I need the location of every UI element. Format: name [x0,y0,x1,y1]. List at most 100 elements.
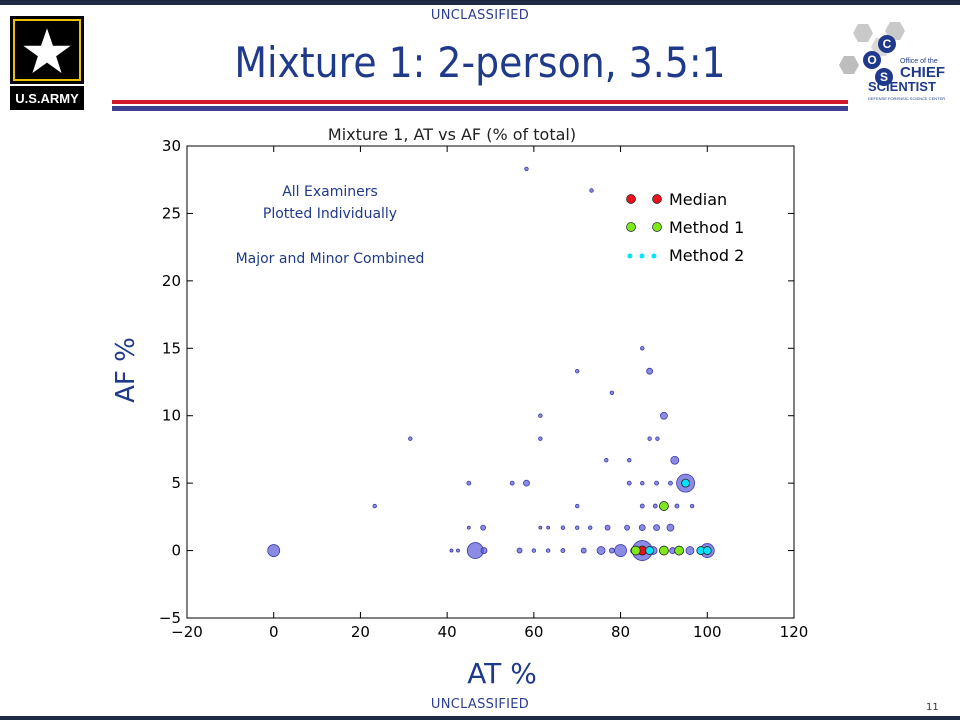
data-point [408,436,413,441]
data-point [626,480,632,486]
method-2-point [681,478,691,488]
svg-text:DEFENSE FORENSIC SCIENCE CENTE: DEFENSE FORENSIC SCIENCE CENTER [868,96,945,101]
legend-label: Median [669,190,727,209]
x-tick-label: 120 [780,623,809,641]
scatter-chart: Mixture 1, AT vs AF (% of total) −20 0 20 4… [111,125,809,690]
data-point [531,548,537,553]
data-point [580,547,587,554]
data-point [267,544,281,557]
data-point [538,413,543,418]
method-1-point [659,501,669,511]
data-point [624,524,630,531]
data-point [596,546,606,555]
data-point [609,390,615,395]
data-point [689,503,695,509]
data-point [638,524,646,532]
data-point [652,503,658,509]
data-point [604,458,609,463]
data-point [668,480,673,486]
data-point [639,503,645,509]
data-point [640,346,645,351]
legend-marker [639,253,645,259]
army-logo-text: U.S.ARMY [15,91,79,106]
x-tick-label: 80 [611,623,630,641]
top-border [0,0,960,5]
method-1-point [674,545,685,556]
x-tick-label: −20 [171,623,203,641]
x-tick-label: 100 [693,623,722,641]
data-point [466,480,472,486]
svg-text:S: S [880,70,888,84]
data-point [647,436,652,441]
y-tick-label: 5 [171,474,181,492]
data-point [670,455,680,465]
data-point [545,548,551,553]
data-point [640,480,645,486]
x-tick-label: 20 [351,623,370,641]
data-point [509,480,515,486]
data-point [588,525,593,530]
data-point [575,503,580,509]
data-point [627,458,632,463]
legend-marker [652,222,662,232]
data-point [516,547,523,554]
plot-frame [186,145,795,619]
classification-bottom: UNCLASSIFIED [430,697,530,712]
x-tick-label: 0 [269,623,279,641]
y-tick-label: 20 [162,272,181,290]
data-point [480,547,488,554]
y-axis-label: AF % [111,337,141,403]
svg-text:Office of the: Office of the [900,58,938,65]
legend-marker [652,194,662,204]
data-point [674,503,680,509]
legend-marker [626,222,636,232]
slide-title: Mixture 1: 2-person, 3.5:1 [234,38,726,87]
data-point [560,525,566,530]
svg-text:C: C [883,37,892,51]
data-point [523,479,530,487]
data-point [456,548,460,553]
header-rule-blue [112,106,848,111]
data-point [655,436,660,441]
data-point [560,548,566,553]
data-point [685,546,695,555]
x-tick-label: 40 [438,623,457,641]
data-point [466,525,471,530]
method-1-point [630,545,641,556]
y-tick-label: 0 [171,542,181,560]
data-point [524,166,529,172]
legend-marker [626,194,636,204]
data-point [666,523,675,532]
x-tick-label: 60 [524,623,543,641]
data-point [604,524,611,531]
army-logo: U.S.ARMY [10,16,84,110]
data-point [646,367,654,375]
y-tick-label: 15 [162,339,181,357]
legend-marker [627,253,633,259]
y-tick-label: 25 [162,204,181,222]
y-tick-label: 30 [162,137,181,155]
summary-points [630,478,712,556]
data-point [575,369,580,374]
ocs-logo: C O S Office of the CHIEF SCIENTIST DEFE… [839,22,945,101]
method-2-point [702,546,712,555]
annotation-line-3: Major and Minor Combined [236,251,425,267]
svg-text:SCIENTIST: SCIENTIST [868,79,936,94]
legend-marker [651,253,657,259]
bottom-border [0,716,960,720]
data-point [609,547,615,554]
classification-top: UNCLASSIFIED [430,8,530,23]
data-points [267,166,715,561]
legend-label: Method 1 [669,218,744,237]
svg-text:CHIEF: CHIEF [900,64,945,81]
data-point [653,524,660,532]
hexagon-icon [839,56,859,74]
data-point [449,548,454,553]
y-tick-label: −5 [159,609,181,627]
annotation-line-1: All Examiners [282,184,378,200]
x-axis-label: AT % [467,657,537,690]
legend-label: Method 2 [669,246,744,265]
y-tick-label: 10 [162,407,181,425]
hexagon-icon [853,24,873,42]
hexagon-icon [885,22,905,40]
